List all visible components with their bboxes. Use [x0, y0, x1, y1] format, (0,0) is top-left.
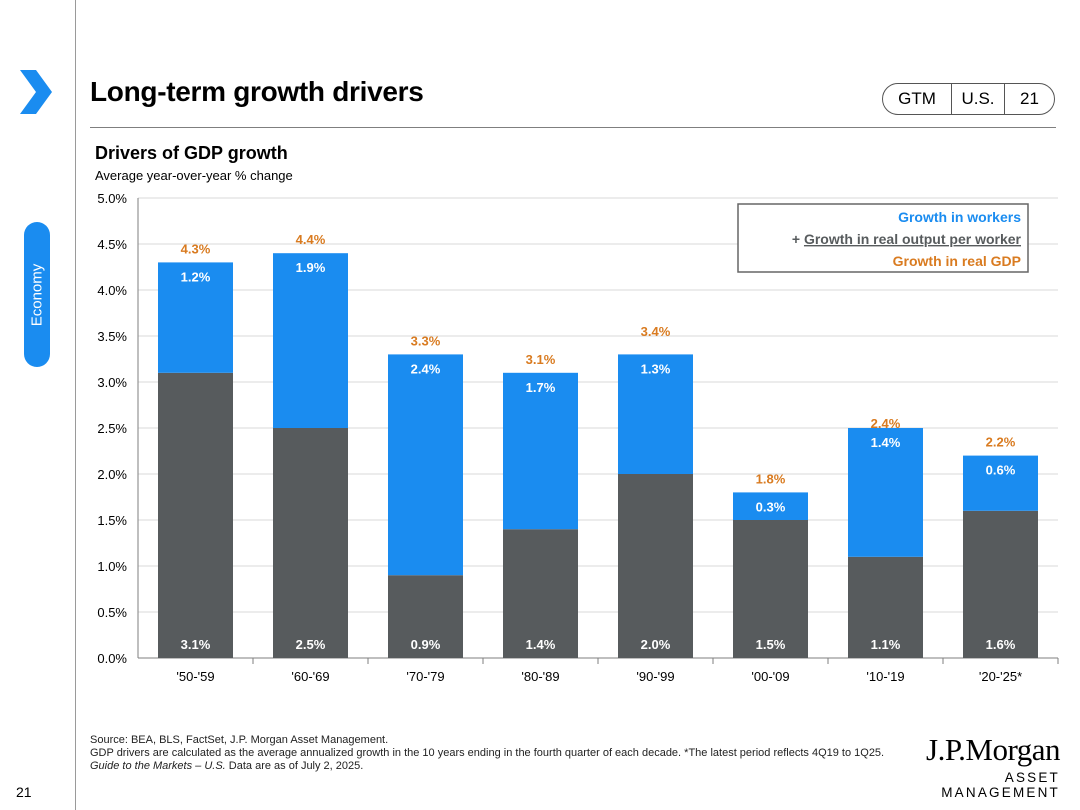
data-label-output: 0.9%	[411, 637, 441, 652]
bar-output-per-worker	[733, 520, 808, 658]
x-tick-label: '90-'99	[636, 669, 674, 684]
bar-output-per-worker	[503, 529, 578, 658]
legend-growth-in-real-gdp: Growth in real GDP	[893, 253, 1021, 269]
data-label-gdp-total: 3.4%	[641, 324, 671, 339]
gdp-drivers-chart: 0.0% 0.5% 1.0% 1.5% 2.0% 2.5% 3.0% 3.5% 4.0% 4.5%…	[97, 191, 1059, 684]
y-tick-label: 2.5%	[97, 421, 127, 436]
y-tick-label: 1.0%	[97, 559, 127, 574]
x-tick-label: '70-'79	[406, 669, 444, 684]
bar-output-per-worker	[848, 556, 923, 658]
page-badge: GTM U.S. 21	[882, 83, 1055, 115]
data-label-workers: 1.2%	[181, 269, 211, 284]
data-label-gdp-total: 2.2%	[986, 435, 1016, 450]
data-label-workers: 1.9%	[296, 260, 326, 275]
y-tick-label: 4.0%	[97, 283, 127, 298]
x-tick-label: '50-'59	[176, 669, 214, 684]
footer-source: Source: BEA, BLS, FactSet, J.P. Morgan A…	[90, 734, 389, 746]
section-tab-economy[interactable]: Economy	[24, 222, 50, 367]
page-number: 21	[16, 784, 32, 800]
page-title: Long-term growth drivers	[90, 76, 424, 107]
data-label-output: 3.1%	[181, 637, 211, 652]
badge-region: U.S.	[952, 84, 1005, 114]
bar-output-per-worker	[963, 510, 1038, 658]
y-tick-label: 3.0%	[97, 375, 127, 390]
data-label-workers: 1.4%	[871, 435, 901, 450]
data-label-gdp-total: 2.4%	[871, 416, 901, 431]
y-tick-label: 5.0%	[97, 191, 127, 206]
data-label-output: 2.5%	[296, 637, 326, 652]
badge-page: 21	[1020, 89, 1039, 108]
x-tick-label: '80-'89	[521, 669, 559, 684]
data-label-output: 2.0%	[641, 637, 671, 652]
x-tick-label: '20-'25*	[979, 669, 1022, 684]
y-tick-label: 4.5%	[97, 237, 127, 252]
bar-output-per-worker	[158, 372, 233, 658]
data-label-gdp-total: 4.4%	[296, 232, 326, 247]
bar-output-per-worker	[388, 575, 463, 658]
y-tick-label: 0.5%	[97, 605, 127, 620]
data-label-workers: 0.6%	[986, 463, 1016, 478]
data-label-gdp-total: 1.8%	[756, 471, 786, 486]
x-tick-label: '60-'69	[291, 669, 329, 684]
sidebar-divider	[75, 0, 76, 810]
bar-growth-in-workers	[733, 492, 808, 520]
bar-growth-in-workers	[963, 455, 1038, 511]
logo-subtitle: ASSET MANAGEMENT	[941, 770, 1060, 800]
bar-growth-in-workers	[848, 428, 923, 557]
legend-output-per-worker-label: Growth in real output per worker	[804, 231, 1022, 247]
legend-plus-sign: +	[792, 231, 804, 247]
footer-guide-title: Guide to the Markets – U.S.	[90, 760, 226, 772]
data-label-output: 1.4%	[526, 637, 556, 652]
bar-growth-in-workers	[388, 354, 463, 576]
bar-growth-in-workers	[158, 262, 233, 373]
data-label-workers: 1.7%	[526, 380, 556, 395]
bar-growth-in-workers	[503, 372, 578, 530]
footer-notes: Source: BEA, BLS, FactSet, J.P. Morgan A…	[90, 734, 900, 773]
x-tick-label: '00-'09	[751, 669, 789, 684]
y-tick-label: 3.5%	[97, 329, 127, 344]
legend-growth-in-workers: Growth in workers	[898, 209, 1021, 225]
x-tick-label: '10-'19	[866, 669, 904, 684]
data-label-gdp-total: 3.1%	[526, 352, 556, 367]
data-label-output: 1.6%	[986, 637, 1016, 652]
bar-output-per-worker	[618, 474, 693, 658]
y-tick-label: 2.0%	[97, 467, 127, 482]
badge-guide: GTM	[883, 84, 952, 114]
data-label-gdp-total: 3.3%	[411, 333, 441, 348]
data-label-output: 1.5%	[756, 637, 786, 652]
chevron-right-icon	[20, 70, 52, 114]
data-label-output: 1.1%	[871, 637, 901, 652]
data-label-workers: 2.4%	[411, 361, 441, 376]
bar-growth-in-workers	[618, 354, 693, 474]
bar-growth-in-workers	[273, 253, 348, 428]
bar-output-per-worker	[273, 428, 348, 658]
footer-asof-line: Guide to the Markets – U.S. Data are as …	[90, 760, 900, 773]
footer-asof: Data are as of July 2, 2025.	[225, 760, 364, 772]
data-label-workers: 1.3%	[641, 361, 671, 376]
logo-wordmark: J.P.Morgan	[926, 732, 1060, 767]
y-tick-label: 0.0%	[97, 651, 127, 666]
chart-subtitle: Average year-over-year % change	[95, 168, 293, 183]
legend-box	[737, 203, 1029, 273]
y-tick-label: 1.5%	[97, 513, 127, 528]
legend-output-per-worker: + Growth in real output per worker	[792, 231, 1022, 247]
footer-note: GDP drivers are calculated as the averag…	[90, 747, 885, 759]
title-divider	[90, 127, 1056, 128]
jpmorgan-logo: J.P.Morgan ASSET MANAGEMENT	[905, 732, 1060, 801]
chart-title: Drivers of GDP growth	[95, 143, 288, 163]
data-label-workers: 0.3%	[756, 499, 786, 514]
data-label-gdp-total: 4.3%	[181, 241, 211, 256]
